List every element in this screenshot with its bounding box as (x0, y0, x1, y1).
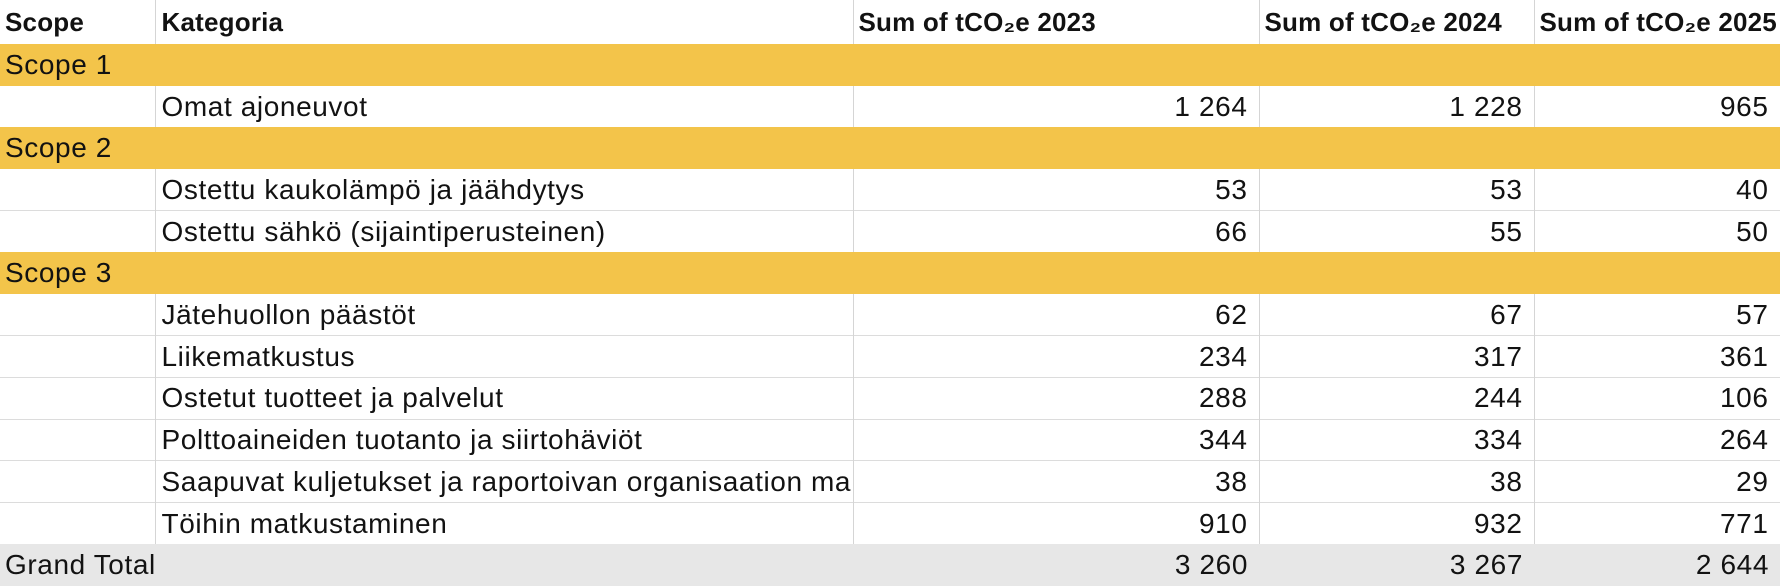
empty-scope-cell[interactable] (0, 169, 156, 211)
category-cell[interactable]: Jätehuollon päästöt (155, 294, 854, 336)
empty-scope-cell[interactable] (0, 210, 156, 253)
empty-scope-cell[interactable] (0, 460, 156, 503)
category-cell-truncated[interactable]: Saapuvat kuljetukset ja raportoivan orga… (155, 460, 854, 503)
table-row: Omat ajoneuvot 1 264 1 228 965 (0, 85, 1780, 128)
grand-total-row: Grand Total 3 260 3 267 2 644 (0, 544, 1780, 586)
header-cell-2025[interactable]: Sum of tCO₂e 2025 (1534, 0, 1780, 44)
table-row: Polttoaineiden tuotanto ja siirtohäviöt … (0, 418, 1780, 461)
empty-scope-cell[interactable] (0, 377, 156, 420)
category-cell[interactable]: Polttoaineiden tuotanto ja siirtohäviöt (155, 418, 854, 461)
value-cell-2024[interactable]: 38 (1259, 460, 1535, 503)
header-cell-scope[interactable]: Scope (0, 0, 156, 44)
grand-total-value-2023[interactable]: 3 260 (853, 544, 1259, 586)
value-cell-2024[interactable]: 55 (1259, 210, 1535, 253)
value-cell-2023[interactable]: 62 (853, 294, 1260, 336)
value-cell-2024[interactable]: 53 (1259, 169, 1535, 211)
value-cell-2023[interactable]: 53 (853, 169, 1260, 211)
empty-scope-cell[interactable] (0, 294, 156, 336)
value-cell-2025[interactable]: 264 (1534, 418, 1780, 461)
header-row: Scope Kategoria Sum of tCO₂e 2023 Sum of… (0, 0, 1780, 44)
value-cell-2024[interactable]: 932 (1259, 502, 1535, 545)
table-row: Ostetut tuotteet ja palvelut 288 244 106 (0, 377, 1780, 420)
value-cell-2025[interactable]: 29 (1534, 460, 1780, 503)
value-cell-2023[interactable]: 234 (853, 335, 1260, 378)
value-cell-2025[interactable]: 361 (1534, 335, 1780, 378)
table-row: Ostettu sähkö (sijaintiperusteinen) 66 5… (0, 210, 1780, 253)
table-row: Liikematkustus 234 317 361 (0, 335, 1780, 378)
header-cell-2023[interactable]: Sum of tCO₂e 2023 (853, 0, 1260, 44)
category-cell[interactable]: Ostettu sähkö (sijaintiperusteinen) (155, 210, 854, 253)
value-cell-2024[interactable]: 67 (1259, 294, 1535, 336)
value-cell-2025[interactable]: 965 (1534, 85, 1780, 128)
empty-scope-cell[interactable] (0, 502, 156, 545)
category-cell[interactable]: Ostettu kaukolämpö ja jäähdytys (155, 169, 854, 211)
grand-total-value-2025[interactable]: 2 644 (1534, 544, 1780, 586)
value-cell-2025[interactable]: 106 (1534, 377, 1780, 420)
table-row: Saapuvat kuljetukset ja raportoivan orga… (0, 460, 1780, 503)
category-cell[interactable]: Töihin matkustaminen (155, 502, 854, 545)
value-cell-2024[interactable]: 1 228 (1259, 85, 1535, 128)
table-row: Ostettu kaukolämpö ja jäähdytys 53 53 40 (0, 169, 1780, 211)
value-cell-2023[interactable]: 344 (853, 418, 1260, 461)
header-cell-kategoria[interactable]: Kategoria (155, 0, 854, 44)
value-cell-2025[interactable]: 50 (1534, 210, 1780, 253)
value-cell-2025[interactable]: 771 (1534, 502, 1780, 545)
scope-row-label[interactable]: Scope 1 (0, 44, 1780, 86)
scope-row-label[interactable]: Scope 3 (0, 252, 1780, 295)
value-cell-2025[interactable]: 57 (1534, 294, 1780, 336)
value-cell-2024[interactable]: 244 (1259, 377, 1535, 420)
empty-scope-cell[interactable] (0, 335, 156, 378)
table-row: Jätehuollon päästöt 62 67 57 (0, 294, 1780, 336)
category-cell[interactable]: Ostetut tuotteet ja palvelut (155, 377, 854, 420)
value-cell-2023[interactable]: 66 (853, 210, 1260, 253)
category-cell[interactable]: Liikematkustus (155, 335, 854, 378)
empty-scope-cell[interactable] (0, 85, 156, 128)
category-cell[interactable]: Omat ajoneuvot (155, 85, 854, 128)
scope-row-scope1: Scope 1 (0, 44, 1780, 86)
table-row: Töihin matkustaminen 910 932 771 (0, 502, 1780, 545)
value-cell-2023[interactable]: 1 264 (853, 85, 1260, 128)
value-cell-2024[interactable]: 317 (1259, 335, 1535, 378)
value-cell-2023[interactable]: 38 (853, 460, 1260, 503)
value-cell-2025[interactable]: 40 (1534, 169, 1780, 211)
value-cell-2023[interactable]: 910 (853, 502, 1260, 545)
scope-row-scope3: Scope 3 (0, 252, 1780, 295)
value-cell-2024[interactable]: 334 (1259, 418, 1535, 461)
scope-row-label[interactable]: Scope 2 (0, 127, 1780, 170)
empty-scope-cell[interactable] (0, 418, 156, 461)
scope-row-scope2: Scope 2 (0, 127, 1780, 170)
grand-total-value-2024[interactable]: 3 267 (1259, 544, 1534, 586)
grand-total-label[interactable]: Grand Total (0, 544, 853, 586)
value-cell-2023[interactable]: 288 (853, 377, 1260, 420)
header-cell-2024[interactable]: Sum of tCO₂e 2024 (1259, 0, 1535, 44)
